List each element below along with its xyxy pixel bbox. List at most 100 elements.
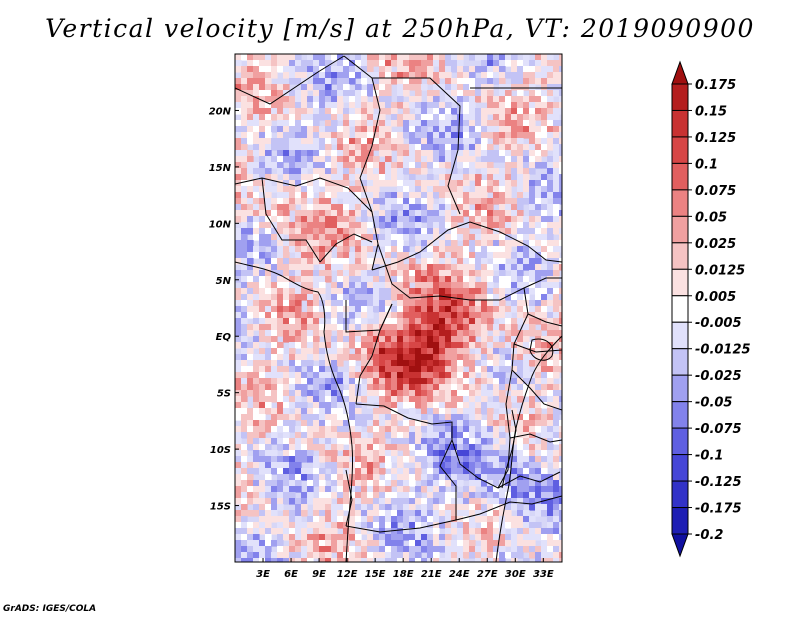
field-cell — [391, 276, 398, 283]
field-cell — [397, 528, 404, 535]
field-cell — [499, 342, 506, 349]
field-cell — [523, 378, 530, 385]
field-cell — [403, 246, 410, 253]
field-cell — [541, 432, 548, 439]
field-cell — [487, 390, 494, 397]
field-cell — [301, 234, 308, 241]
field-cell — [403, 372, 410, 379]
field-cell — [463, 354, 470, 361]
y-tick-label: EQ — [216, 332, 232, 343]
field-cell — [271, 318, 278, 325]
field-cell — [481, 150, 488, 157]
field-cell — [421, 102, 428, 109]
field-cell — [541, 528, 548, 535]
field-cell — [541, 288, 548, 295]
field-cell — [409, 144, 416, 151]
field-cell — [535, 312, 542, 319]
field-cell — [415, 450, 422, 457]
field-cell — [295, 324, 302, 331]
field-cell — [271, 60, 278, 67]
field-cell — [373, 444, 380, 451]
field-cell — [505, 144, 512, 151]
field-cell — [397, 432, 404, 439]
field-cell — [397, 174, 404, 181]
field-cell — [385, 300, 392, 307]
field-cell — [523, 162, 530, 169]
field-cell — [253, 366, 260, 373]
field-cell — [547, 390, 554, 397]
field-cell — [235, 318, 242, 325]
field-cell — [511, 168, 518, 175]
field-cell — [553, 282, 560, 289]
field-cell — [397, 456, 404, 463]
field-cell — [325, 240, 332, 247]
field-cell — [385, 390, 392, 397]
field-cell — [553, 102, 560, 109]
field-cell — [547, 444, 554, 451]
field-cell — [331, 132, 338, 139]
field-cell — [451, 528, 458, 535]
field-cell — [235, 198, 242, 205]
field-cell — [355, 84, 362, 91]
field-cell — [367, 90, 374, 97]
field-cell — [499, 114, 506, 121]
field-cell — [517, 372, 524, 379]
field-cell — [373, 168, 380, 175]
border-sahel — [235, 177, 373, 213]
field-cell — [535, 60, 542, 67]
field-cell — [469, 552, 476, 559]
field-cell — [307, 186, 314, 193]
field-cell — [451, 384, 458, 391]
field-cell — [271, 240, 278, 247]
field-cell — [529, 186, 536, 193]
field-cell — [355, 354, 362, 361]
field-cell — [517, 258, 524, 265]
field-cell — [439, 558, 446, 562]
field-cell — [511, 54, 518, 61]
field-cell — [433, 510, 440, 517]
field-cell — [307, 360, 314, 367]
field-cell — [373, 420, 380, 427]
field-cell — [235, 396, 242, 403]
field-cell — [337, 288, 344, 295]
field-cell — [247, 492, 254, 499]
field-cell — [451, 228, 458, 235]
field-cell — [343, 342, 350, 349]
field-cell — [265, 174, 272, 181]
field-cell — [499, 372, 506, 379]
field-cell — [247, 60, 254, 67]
field-cell — [361, 300, 368, 307]
field-cell — [463, 192, 470, 199]
field-cell — [505, 450, 512, 457]
field-cell — [259, 138, 266, 145]
field-cell — [313, 348, 320, 355]
field-cell — [529, 102, 536, 109]
field-cell — [439, 228, 446, 235]
field-cell — [349, 192, 356, 199]
field-cell — [253, 252, 260, 259]
field-cell — [271, 354, 278, 361]
field-cell — [247, 378, 254, 385]
field-cell — [337, 228, 344, 235]
field-cell — [295, 168, 302, 175]
field-cell — [541, 444, 548, 451]
field-cell — [337, 420, 344, 427]
field-cell — [295, 240, 302, 247]
field-cell — [457, 498, 464, 505]
field-cell — [397, 378, 404, 385]
field-cell — [523, 84, 530, 91]
field-cell — [337, 402, 344, 409]
field-cell — [277, 498, 284, 505]
field-cell — [415, 558, 422, 562]
field-cell — [301, 84, 308, 91]
field-cell — [523, 258, 530, 265]
field-cell — [529, 522, 536, 529]
field-cell — [367, 396, 374, 403]
field-cell — [439, 540, 446, 547]
field-cell — [235, 90, 242, 97]
field-cell — [559, 294, 562, 301]
field-cell — [559, 312, 562, 319]
field-cell — [295, 174, 302, 181]
field-cell — [469, 162, 476, 169]
field-cell — [427, 180, 434, 187]
